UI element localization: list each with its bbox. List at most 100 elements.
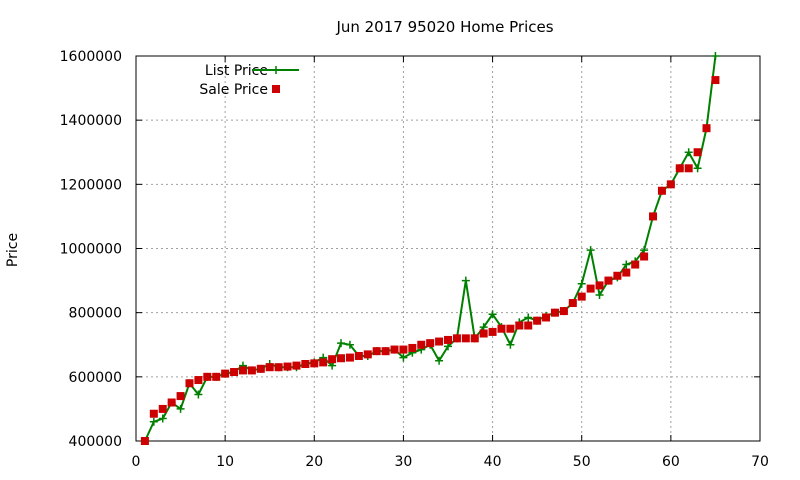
sale-price-point bbox=[684, 164, 693, 173]
list-price-point bbox=[693, 164, 702, 173]
legend-square-sample bbox=[272, 85, 280, 93]
sale-price-point bbox=[354, 351, 363, 360]
sale-price-point bbox=[185, 379, 194, 388]
sale-price-point bbox=[640, 252, 649, 261]
sale-price-point bbox=[345, 353, 354, 362]
sale-price-point bbox=[212, 372, 221, 381]
x-tick-label: 40 bbox=[484, 454, 502, 470]
list-price-point bbox=[158, 414, 167, 423]
x-tick-label: 70 bbox=[751, 454, 769, 470]
x-tick-label: 60 bbox=[662, 454, 680, 470]
y-tick-label: 1400000 bbox=[60, 113, 122, 129]
x-tick-label: 10 bbox=[216, 454, 234, 470]
sale-price-point bbox=[470, 334, 479, 343]
sale-price-point bbox=[256, 364, 265, 373]
sale-price-point bbox=[604, 276, 613, 285]
sale-price-point bbox=[479, 329, 488, 338]
sale-price-point bbox=[524, 321, 533, 330]
sale-price-point bbox=[221, 369, 230, 378]
list-price-point bbox=[435, 356, 444, 365]
list-price-point bbox=[488, 310, 497, 319]
sale-price-point bbox=[649, 212, 658, 221]
sale-price-point bbox=[622, 268, 631, 277]
list-price-point bbox=[506, 340, 515, 349]
series-2 bbox=[140, 76, 720, 445]
sale-price-point bbox=[390, 345, 399, 354]
list-price-point bbox=[524, 313, 533, 322]
sale-price-point bbox=[203, 372, 212, 381]
sale-price-point bbox=[666, 180, 675, 189]
sale-price-point bbox=[452, 334, 461, 343]
sale-price-point bbox=[711, 76, 720, 85]
list-price-point bbox=[586, 246, 595, 255]
sale-price-point bbox=[568, 299, 577, 308]
y-tick-label: 1200000 bbox=[60, 177, 122, 193]
sale-price-point bbox=[702, 124, 711, 133]
sale-price-point bbox=[488, 327, 497, 336]
list-price-point bbox=[577, 279, 586, 288]
sale-price-point bbox=[247, 366, 256, 375]
sale-price-point bbox=[399, 345, 408, 354]
sale-price-point bbox=[230, 368, 239, 377]
x-tick-label: 0 bbox=[132, 454, 141, 470]
sale-price-point bbox=[595, 281, 604, 290]
axis-ticks: 0 10 20 30 40 50 60 70 400000 600000 800000 1000000… bbox=[60, 49, 769, 470]
sale-price-point bbox=[506, 324, 515, 333]
sale-price-point bbox=[426, 339, 435, 348]
y-axis-label: Price bbox=[5, 233, 21, 267]
sale-price-point bbox=[515, 321, 524, 330]
legend: List Price Sale Price bbox=[199, 63, 299, 98]
sale-price-point bbox=[310, 359, 319, 368]
y-tick-label: 400000 bbox=[69, 434, 122, 450]
sale-price-point bbox=[381, 347, 390, 356]
list-price-point bbox=[176, 404, 185, 413]
legend-label: Sale Price bbox=[199, 82, 268, 98]
sale-price-point bbox=[238, 366, 247, 375]
sale-price-point bbox=[372, 347, 381, 356]
sale-price-point bbox=[675, 164, 684, 173]
sale-price-point bbox=[408, 343, 417, 352]
sale-price-point bbox=[417, 340, 426, 349]
sale-price-point bbox=[292, 361, 301, 370]
sale-price-point bbox=[631, 260, 640, 269]
sale-price-point bbox=[176, 392, 185, 401]
list-price-point bbox=[149, 417, 158, 426]
chart-title: Jun 2017 95020 Home Prices bbox=[335, 18, 553, 36]
sale-price-point bbox=[140, 437, 149, 445]
y-tick-label: 1000000 bbox=[60, 242, 122, 258]
sale-price-point bbox=[435, 337, 444, 346]
sale-price-point bbox=[586, 284, 595, 293]
sale-price-point bbox=[461, 334, 470, 343]
sale-price-point bbox=[693, 148, 702, 157]
sale-price-point bbox=[444, 335, 452, 344]
list-price-point bbox=[595, 291, 604, 300]
sale-price-point bbox=[319, 358, 328, 367]
legend-label: List Price bbox=[205, 63, 268, 79]
list-price-line bbox=[144, 55, 717, 442]
x-tick-label: 30 bbox=[395, 454, 413, 470]
x-tick-label: 20 bbox=[305, 454, 323, 470]
list-price-point bbox=[399, 353, 408, 362]
list-price-point bbox=[711, 52, 720, 60]
y-tick-label: 600000 bbox=[69, 370, 122, 386]
list-price-point bbox=[461, 276, 470, 285]
sale-price-point bbox=[363, 350, 372, 359]
sale-price-point bbox=[497, 324, 506, 333]
sale-price-point bbox=[274, 363, 283, 372]
gridlines bbox=[136, 56, 760, 441]
list-price-point bbox=[345, 340, 354, 349]
sale-price-point bbox=[559, 307, 568, 316]
sale-price-point bbox=[149, 409, 158, 418]
sale-price-point bbox=[337, 354, 346, 363]
sale-price-point bbox=[542, 313, 551, 322]
legend-cross-sample bbox=[272, 66, 280, 74]
sale-price-point bbox=[265, 363, 274, 372]
sale-price-point bbox=[533, 316, 542, 325]
list-price-point bbox=[684, 148, 693, 157]
x-tick-label: 50 bbox=[573, 454, 591, 470]
sale-price-point bbox=[158, 404, 167, 413]
sale-price-point bbox=[194, 376, 203, 385]
list-price-point bbox=[194, 390, 203, 399]
sale-price-point bbox=[301, 360, 310, 368]
